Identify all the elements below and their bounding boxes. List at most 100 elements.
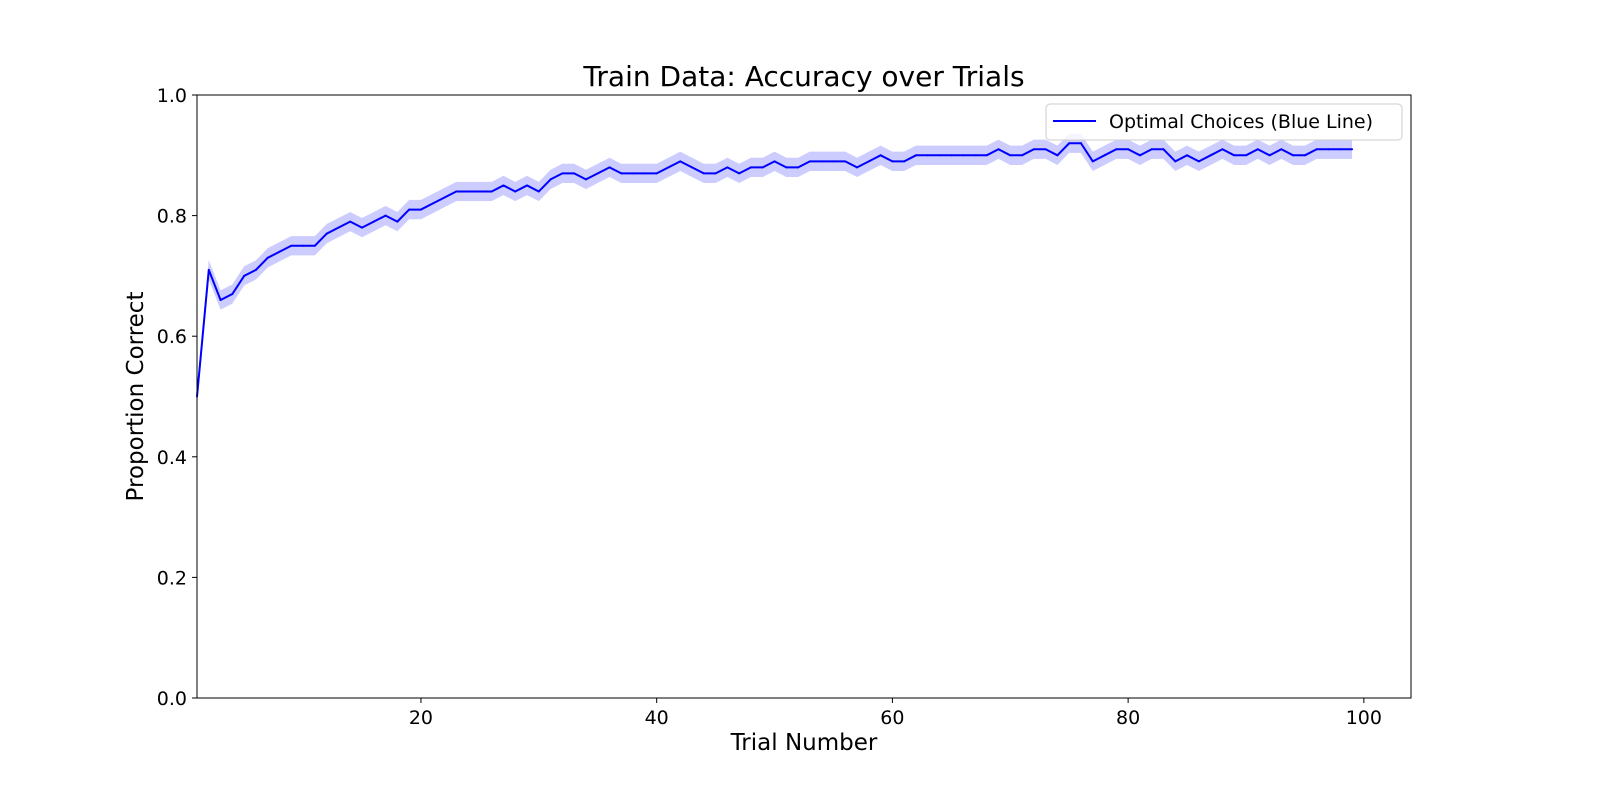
- data-point: [620, 172, 623, 175]
- data-point: [1079, 142, 1082, 145]
- data-point: [914, 154, 917, 157]
- data-point: [1138, 154, 1141, 157]
- data-point: [691, 166, 694, 169]
- plot-area: [196, 133, 1354, 407]
- data-point: [679, 160, 682, 163]
- data-point: [879, 154, 882, 157]
- data-point: [1315, 148, 1318, 151]
- data-point: [773, 160, 776, 163]
- data-point: [714, 172, 717, 175]
- data-point: [1150, 148, 1153, 151]
- data-point: [1186, 154, 1189, 157]
- x-tick-label: 60: [880, 707, 904, 729]
- data-point: [443, 196, 446, 199]
- data-point: [1280, 148, 1283, 151]
- data-point: [467, 190, 470, 193]
- data-point: [1068, 142, 1071, 145]
- data-point: [561, 172, 564, 175]
- data-point: [266, 256, 269, 259]
- data-point: [1233, 154, 1236, 157]
- x-tick-label: 20: [409, 707, 433, 729]
- data-point: [903, 160, 906, 163]
- chart-title: Train Data: Accuracy over Trials: [582, 60, 1024, 93]
- data-point: [302, 244, 305, 247]
- x-axis-ticks: 20 40 60 80 100: [409, 698, 1382, 729]
- data-point: [749, 166, 752, 169]
- axes-frame: [196, 94, 1412, 699]
- data-point: [596, 172, 599, 175]
- data-point: [844, 160, 847, 163]
- data-point: [1091, 160, 1094, 163]
- data-point: [1115, 148, 1118, 151]
- data-point: [808, 160, 811, 163]
- data-point: [973, 154, 976, 157]
- data-point: [207, 268, 210, 271]
- x-tick-label: 100: [1346, 707, 1382, 729]
- data-point: [396, 220, 399, 223]
- y-tick-label: 1.0: [157, 85, 187, 107]
- data-point: [490, 190, 493, 193]
- data-point: [243, 274, 246, 277]
- data-point: [573, 172, 576, 175]
- y-tick-label: 0.6: [157, 326, 187, 348]
- x-axis-label: Trial Number: [730, 730, 878, 756]
- x-tick-label: 80: [1116, 707, 1140, 729]
- data-point: [997, 148, 1000, 151]
- data-point: [738, 172, 741, 175]
- data-point: [1056, 154, 1059, 157]
- data-point: [384, 214, 387, 217]
- y-axis-ticks: 0.0 0.2 0.4 0.6 0.8 1.0: [157, 85, 197, 710]
- data-point: [950, 154, 953, 157]
- data-point: [455, 190, 458, 193]
- data-point: [1244, 154, 1247, 157]
- data-point: [1044, 148, 1047, 151]
- data-point: [431, 202, 434, 205]
- y-tick-label: 0.0: [157, 688, 187, 710]
- data-point: [632, 172, 635, 175]
- data-point: [219, 299, 222, 302]
- data-point: [1339, 148, 1342, 151]
- data-point: [584, 178, 587, 181]
- y-tick-label: 0.4: [157, 447, 187, 469]
- data-point: [1292, 154, 1295, 157]
- data-point: [1327, 148, 1330, 151]
- x-tick-label: 40: [645, 707, 669, 729]
- data-point: [1021, 154, 1024, 157]
- data-point: [502, 184, 505, 187]
- data-point: [856, 166, 859, 169]
- data-point: [526, 184, 529, 187]
- data-point: [1221, 148, 1224, 151]
- data-point: [514, 190, 517, 193]
- data-point: [608, 166, 611, 169]
- data-point: [478, 190, 481, 193]
- legend-label: Optimal Choices (Blue Line): [1109, 111, 1373, 133]
- data-point: [962, 154, 965, 157]
- data-point: [1032, 148, 1035, 151]
- data-point: [726, 166, 729, 169]
- data-point: [820, 160, 823, 163]
- data-point: [643, 172, 646, 175]
- legend: Optimal Choices (Blue Line): [1045, 103, 1403, 141]
- data-point: [1351, 148, 1354, 151]
- data-point: [832, 160, 835, 163]
- data-point: [926, 154, 929, 157]
- data-point: [655, 172, 658, 175]
- data-point: [254, 268, 257, 271]
- y-tick-label: 0.8: [157, 206, 187, 228]
- data-point: [1268, 154, 1271, 157]
- data-point: [278, 250, 281, 253]
- data-point: [785, 166, 788, 169]
- data-point: [1127, 148, 1130, 151]
- data-point: [419, 208, 422, 211]
- data-point: [891, 160, 894, 163]
- y-axis-label: Proportion Correct: [123, 292, 149, 502]
- data-point: [938, 154, 941, 157]
- data-point: [1256, 148, 1259, 151]
- data-point: [337, 226, 340, 229]
- data-point: [325, 232, 328, 235]
- data-point: [1174, 160, 1177, 163]
- data-point: [1162, 148, 1165, 151]
- data-point: [1103, 154, 1106, 157]
- data-point: [349, 220, 352, 223]
